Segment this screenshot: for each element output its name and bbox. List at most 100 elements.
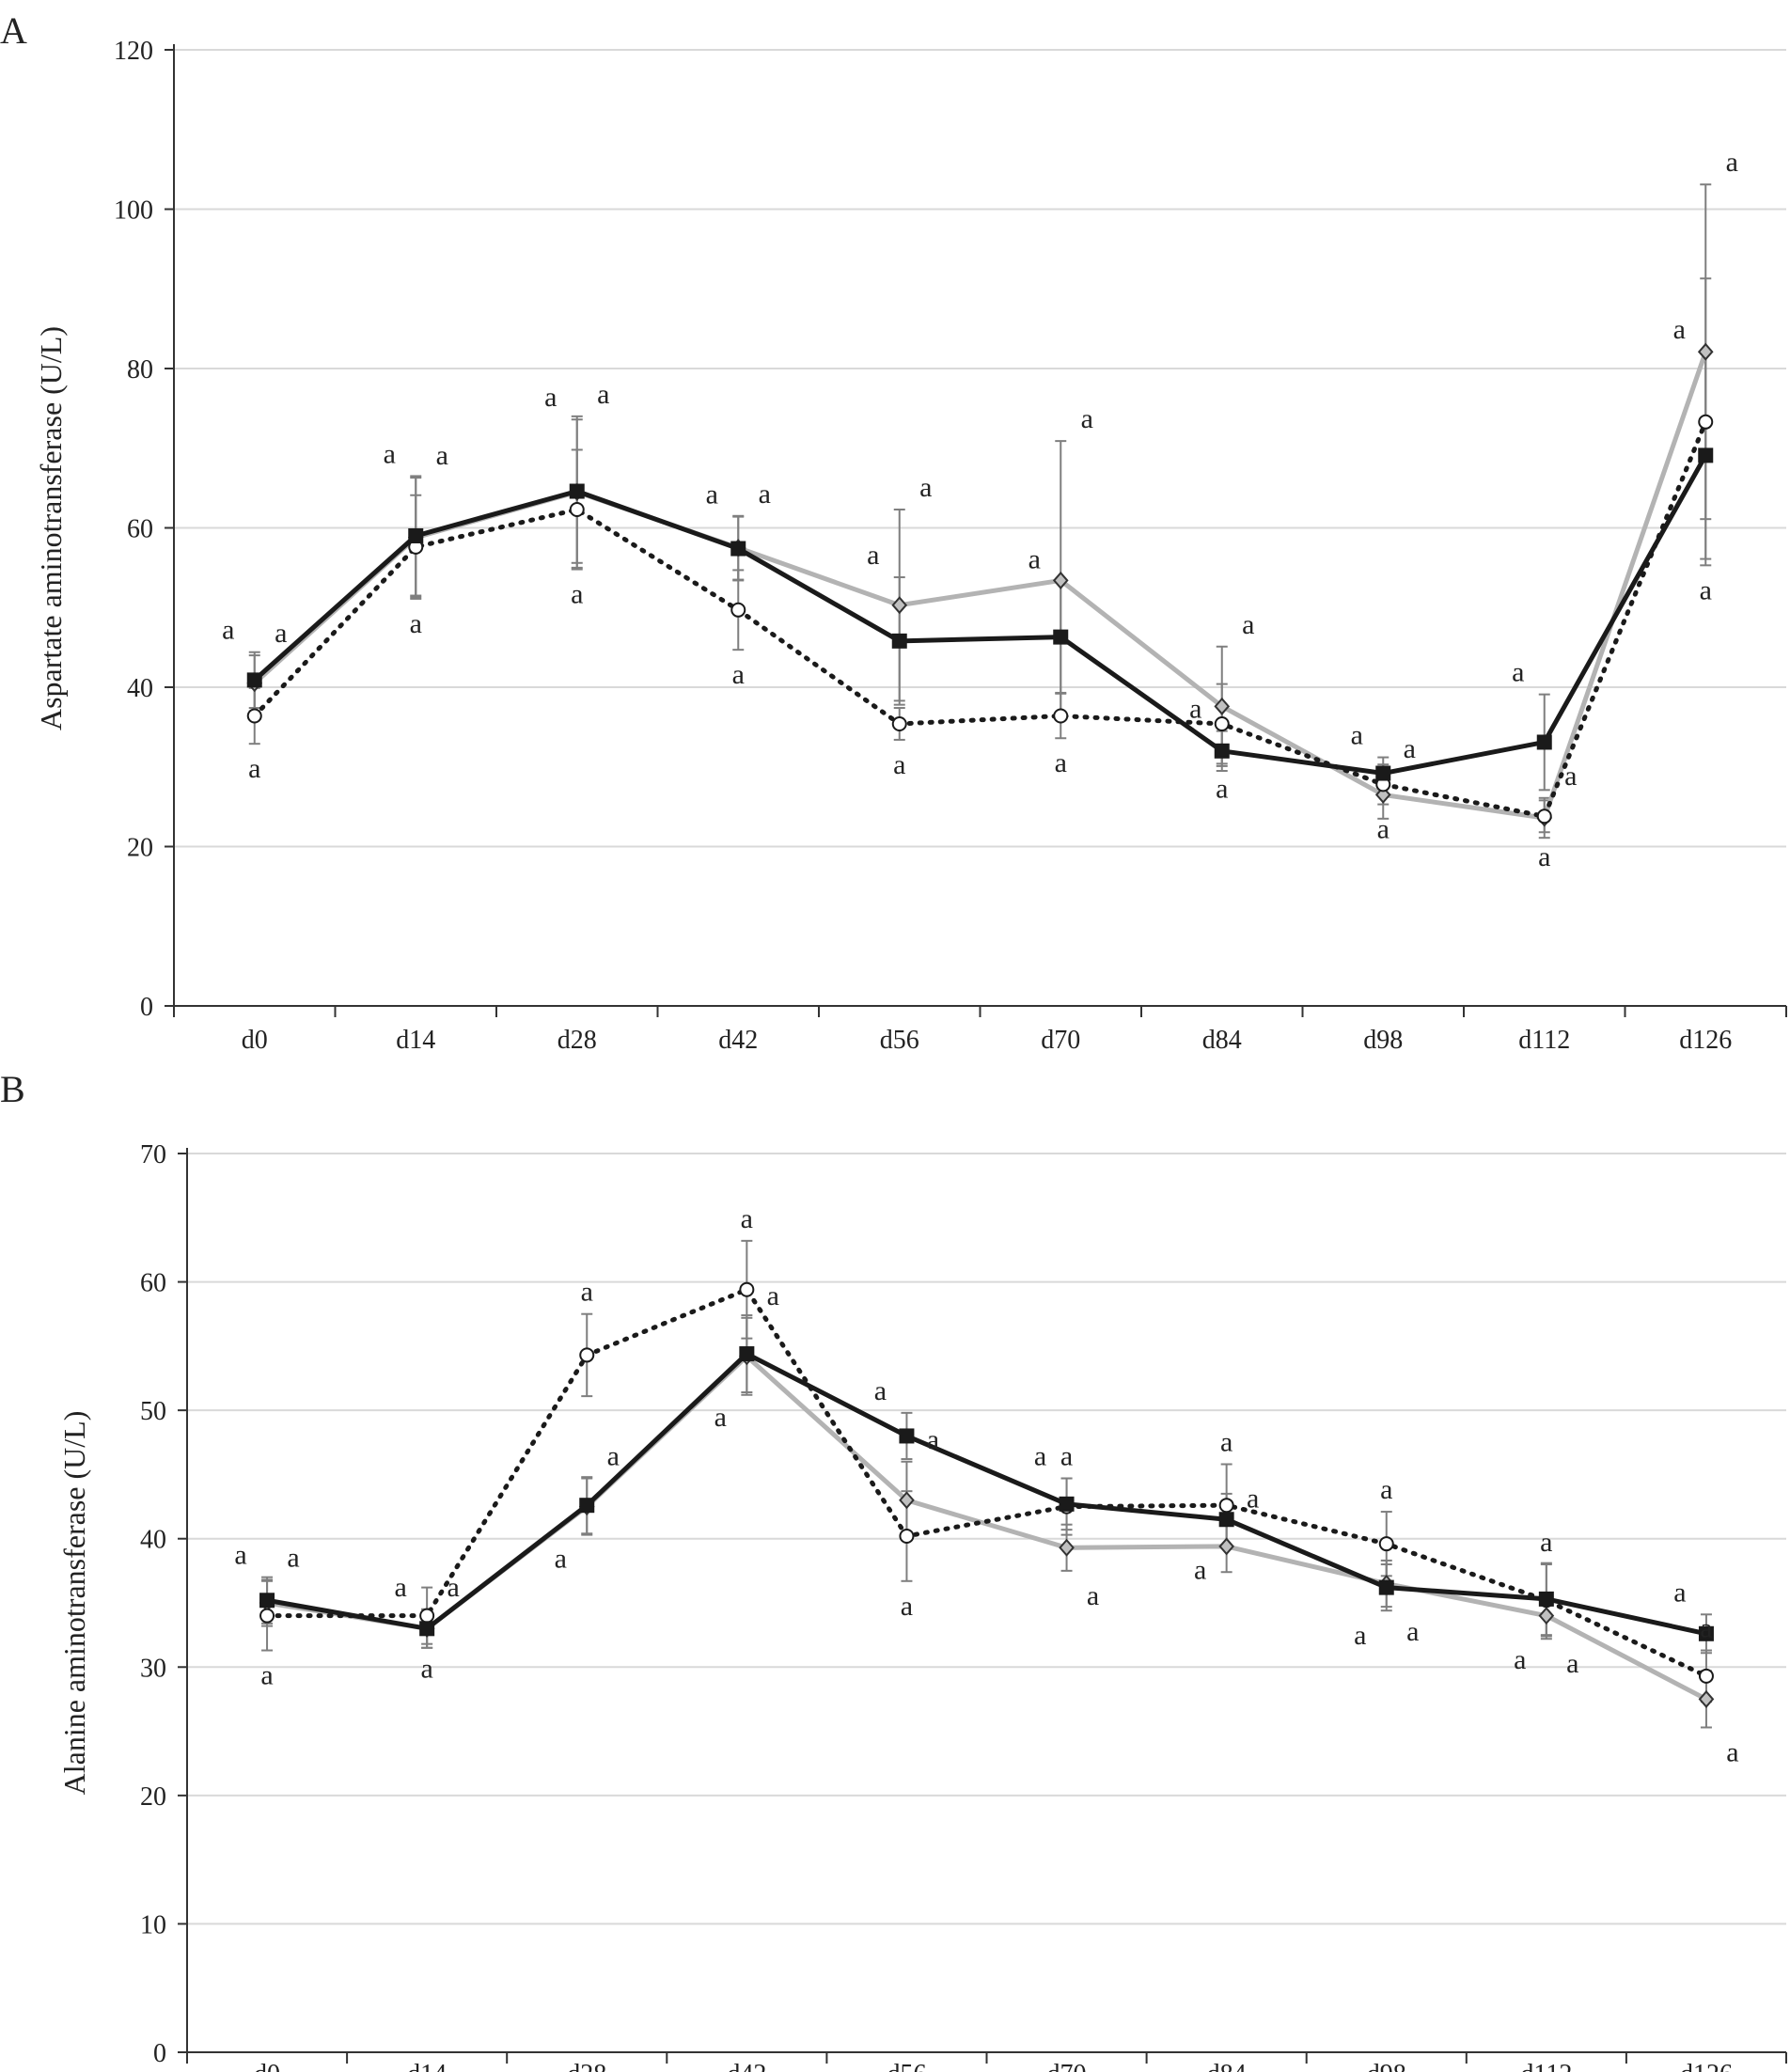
x-tick-label: d56 bbox=[880, 1026, 919, 1055]
significance-label: a bbox=[1242, 609, 1254, 640]
x-tick-label: d42 bbox=[718, 1026, 758, 1055]
significance-label: a bbox=[759, 479, 771, 510]
significance-label: a bbox=[1700, 1613, 1712, 1644]
data-point-circle bbox=[259, 1608, 275, 1624]
significance-label: a bbox=[1673, 314, 1686, 345]
significance-label: a bbox=[287, 1542, 299, 1573]
y-tick-label: 80 bbox=[127, 355, 153, 385]
data-point-square bbox=[579, 1498, 595, 1514]
data-point-circle bbox=[1536, 808, 1552, 824]
chart-panel-a: A 0 20 40 60 80 100 120 d0 d14 d28 d42 d56 d70 d84 d98… bbox=[0, 9, 1787, 1055]
significance-label: a bbox=[1351, 720, 1363, 751]
data-point-diamond bbox=[1698, 1689, 1715, 1708]
data-point-circle bbox=[1218, 1498, 1234, 1514]
x-tick-label: d98 bbox=[1367, 2060, 1406, 2072]
significance-label: a bbox=[544, 382, 557, 413]
x-tick-label: d70 bbox=[1041, 1026, 1080, 1055]
significance-label: a bbox=[1700, 574, 1712, 605]
significance-label: a bbox=[714, 1402, 727, 1433]
y-tick-label: 20 bbox=[140, 1782, 166, 1812]
significance-label: a bbox=[1060, 1441, 1073, 1472]
significance-label: a bbox=[1540, 1527, 1552, 1558]
significance-label: a bbox=[1726, 147, 1738, 178]
x-tick-label: d84 bbox=[1207, 2060, 1247, 2072]
series-line-dotted-circle bbox=[264, 1287, 1709, 1679]
series-line-gray-diamond bbox=[266, 1354, 1708, 1702]
y-tick-label: 120 bbox=[114, 37, 153, 66]
series-line-dotted-circle bbox=[252, 419, 1708, 819]
significance-label: a bbox=[1538, 841, 1550, 872]
significance-label: a bbox=[1354, 1620, 1366, 1651]
x-tick-label: d28 bbox=[567, 2060, 606, 2072]
data-point-square bbox=[1698, 447, 1714, 463]
significance-label: a bbox=[394, 1572, 406, 1603]
data-point-square bbox=[1698, 1625, 1714, 1641]
data-point-square bbox=[408, 527, 424, 543]
significance-label: a bbox=[436, 440, 448, 471]
data-point-circle bbox=[1698, 414, 1714, 430]
significance-label: a bbox=[607, 1441, 620, 1472]
data-point-circle bbox=[1214, 715, 1230, 731]
data-point-square bbox=[891, 633, 907, 649]
significance-label: a bbox=[1377, 814, 1390, 845]
y-tick-label: 70 bbox=[140, 1140, 166, 1169]
x-tick-label: d84 bbox=[1202, 1026, 1242, 1055]
x-tick-label: d14 bbox=[396, 1026, 435, 1055]
significance-label: a bbox=[1081, 403, 1093, 434]
y-axis-title: Alanine aminotransferase (U/L) bbox=[57, 1411, 91, 1796]
y-tick-label: 10 bbox=[140, 1910, 166, 1939]
significance-label: a bbox=[1055, 747, 1067, 778]
data-point-circle bbox=[246, 708, 262, 724]
x-tick-label: d70 bbox=[1047, 2060, 1087, 2072]
x-tick-label: d0 bbox=[254, 2060, 280, 2072]
data-point-square bbox=[246, 672, 262, 688]
x-tick-label: d28 bbox=[557, 1026, 597, 1055]
data-point-square bbox=[1375, 765, 1391, 781]
significance-label: a bbox=[447, 1572, 459, 1603]
significance-label: a bbox=[893, 749, 905, 780]
significance-label: a bbox=[248, 753, 260, 784]
data-point-diamond bbox=[1697, 342, 1714, 361]
data-point-circle bbox=[1378, 1536, 1394, 1552]
significance-label: a bbox=[597, 379, 609, 410]
data-point-diamond bbox=[899, 1491, 915, 1510]
significance-label: a bbox=[741, 1203, 753, 1234]
significance-label: a bbox=[706, 479, 718, 510]
data-point-diamond bbox=[1052, 571, 1069, 589]
x-tick-label: d112 bbox=[1518, 1026, 1570, 1055]
data-point-diamond bbox=[1214, 697, 1231, 715]
data-point-diamond bbox=[1059, 1538, 1075, 1557]
significance-label: a bbox=[1673, 1577, 1686, 1608]
data-point-circle bbox=[1698, 1668, 1714, 1684]
significance-label: a bbox=[1406, 1616, 1419, 1647]
x-tick-label: d126 bbox=[1680, 2060, 1733, 2072]
significance-label: a bbox=[581, 1277, 593, 1308]
y-tick-label: 100 bbox=[114, 196, 153, 226]
series-line-black-square bbox=[266, 1351, 1707, 1637]
data-point-square bbox=[899, 1428, 915, 1444]
significance-label: a bbox=[1247, 1483, 1259, 1515]
data-point-circle bbox=[739, 1281, 755, 1297]
significance-label: a bbox=[1028, 543, 1041, 574]
y-tick-label: 50 bbox=[140, 1397, 166, 1426]
data-point-square bbox=[419, 1621, 435, 1637]
y-axis-title: Aspartate aminotransferase (U/L) bbox=[34, 326, 68, 730]
data-point-circle bbox=[891, 715, 907, 731]
significance-label: a bbox=[919, 472, 932, 503]
data-point-diamond bbox=[1218, 1537, 1234, 1556]
data-point-square bbox=[1538, 1591, 1554, 1607]
chart-panel-b: B 0 10 20 30 40 50 60 70 d0 d14 d28 d42 d56 d70 d84 d98… bbox=[0, 1068, 1787, 2072]
data-point-diamond bbox=[1538, 1607, 1555, 1625]
y-tick-label: 60 bbox=[140, 1269, 166, 1298]
data-point-circle bbox=[730, 602, 746, 618]
y-tick-label: 60 bbox=[127, 515, 153, 544]
y-tick-label: 40 bbox=[140, 1526, 166, 1555]
significance-label: a bbox=[1514, 1644, 1526, 1675]
y-tick-label: 40 bbox=[127, 674, 153, 703]
data-point-circle bbox=[569, 502, 585, 518]
data-point-square bbox=[739, 1346, 755, 1362]
panel-label: A bbox=[0, 9, 27, 52]
significance-label: a bbox=[234, 1540, 246, 1571]
significance-label: a bbox=[767, 1280, 779, 1311]
